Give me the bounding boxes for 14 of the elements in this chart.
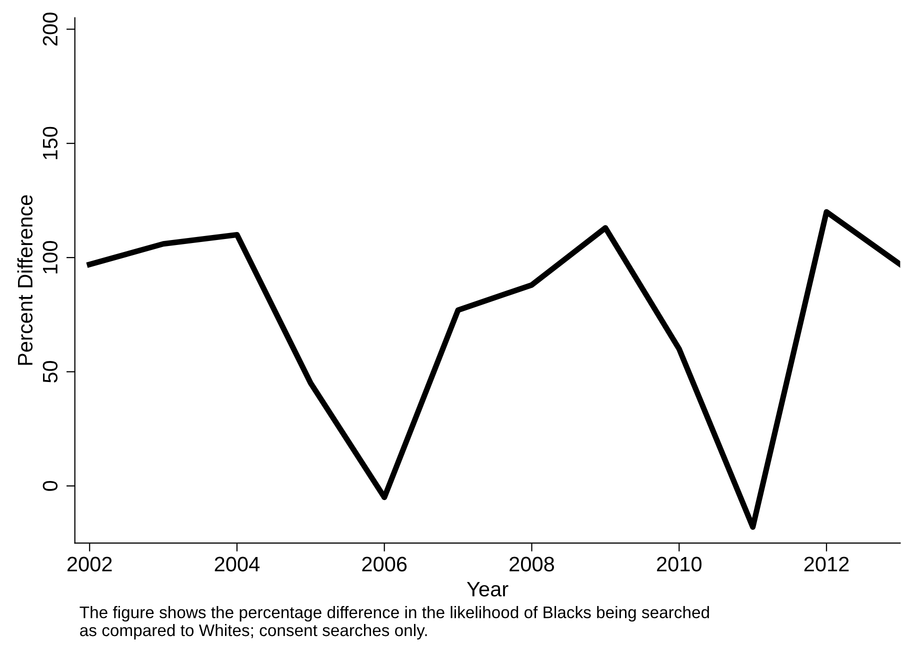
- y-tick-label: 100: [42, 241, 58, 274]
- y-tick-label: 0: [42, 480, 58, 491]
- x-tick-label: 2006: [362, 556, 407, 572]
- x-tick-label: 2012: [804, 556, 849, 572]
- x-tick-label: 2002: [67, 556, 112, 572]
- x-tick-label: 2008: [510, 556, 554, 572]
- x-axis-title: Year: [466, 582, 508, 596]
- x-tick-label: 2004: [214, 556, 260, 572]
- y-tick-label: 150: [42, 126, 58, 160]
- text: The figure shows the percentage difference in the likelihood of Blacks being searched as compared to Whites; consent searches only.: [80, 606, 709, 640]
- y-axis-title: Percent Difference: [17, 195, 33, 365]
- x-tick-label: 2010: [657, 556, 702, 572]
- y-tick-label: 200: [42, 12, 58, 46]
- y-tick-label: 50: [42, 360, 58, 382]
